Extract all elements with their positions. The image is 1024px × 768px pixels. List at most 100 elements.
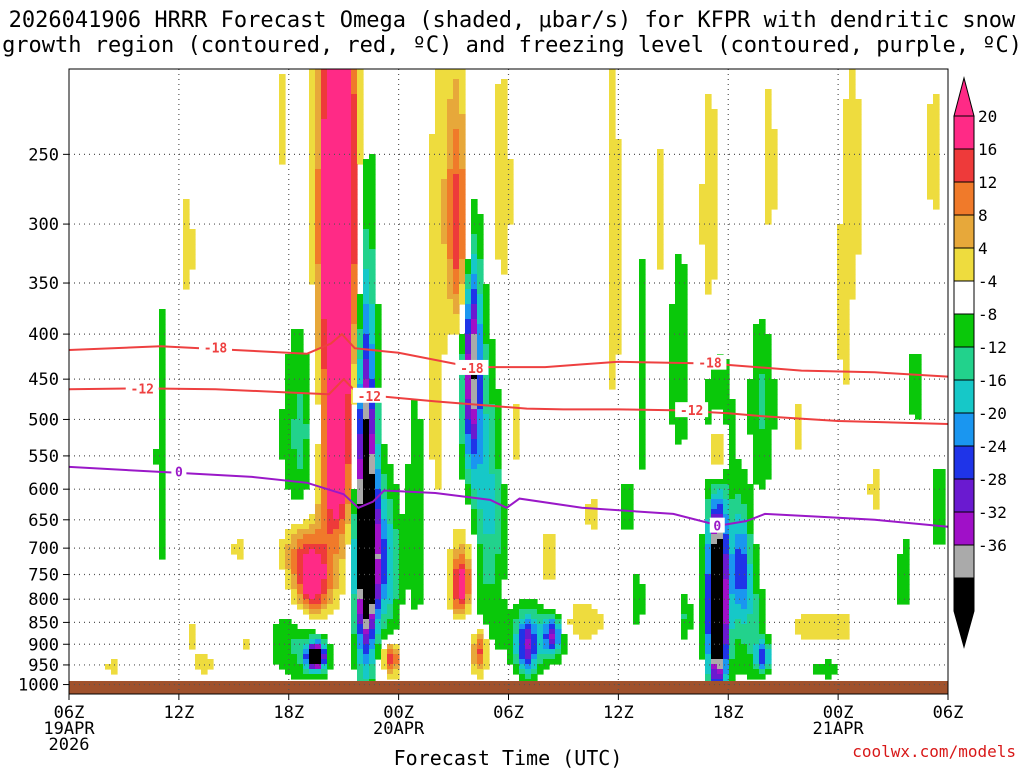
omega-cell	[447, 244, 454, 250]
omega-cell	[381, 469, 394, 475]
omega-cell	[477, 309, 484, 315]
omega-cell	[753, 334, 772, 340]
omega-cell	[543, 629, 550, 635]
omega-cell	[279, 109, 286, 115]
omega-cell	[459, 179, 466, 185]
omega-cell	[315, 324, 322, 330]
omega-cell	[381, 534, 388, 540]
omega-cell	[357, 334, 364, 340]
omega-cell	[489, 459, 496, 465]
omega-cell	[441, 204, 448, 210]
omega-cell	[705, 539, 712, 545]
omega-cell	[405, 484, 424, 490]
omega-cell	[639, 269, 646, 275]
omega-cell	[765, 644, 772, 650]
omega-cell	[411, 589, 424, 595]
omega-cell	[159, 379, 166, 385]
omega-cell	[729, 504, 748, 510]
omega-cell	[489, 434, 496, 440]
omega-cell	[759, 399, 766, 405]
omega-cell	[705, 139, 718, 145]
omega-cell	[609, 99, 616, 105]
omega-cell	[705, 179, 718, 185]
omega-cell	[843, 139, 862, 145]
omega-cell	[351, 204, 358, 210]
contour-label-bg	[199, 339, 232, 355]
omega-cell	[765, 114, 772, 120]
omega-cell	[321, 669, 328, 675]
omega-cell	[159, 489, 166, 495]
omega-cell	[759, 664, 766, 670]
omega-cell	[447, 134, 454, 140]
omega-cell	[669, 349, 688, 355]
omega-cell	[543, 619, 550, 625]
omega-cell	[699, 649, 706, 655]
omega-cell	[285, 469, 310, 475]
omega-cell	[495, 464, 502, 470]
omega-cell	[501, 264, 508, 270]
omega-cell	[429, 139, 448, 145]
omega-cell	[543, 549, 556, 555]
omega-cell	[735, 644, 748, 650]
omega-cell	[621, 484, 634, 490]
omega-cell	[429, 254, 448, 260]
omega-cell	[465, 439, 472, 445]
omega-cell	[933, 529, 946, 535]
omega-cell	[153, 454, 166, 460]
omega-cell	[471, 324, 478, 330]
omega-cell	[495, 524, 502, 530]
omega-cell	[609, 339, 622, 345]
omega-cell	[339, 569, 346, 575]
omega-cell	[927, 164, 940, 170]
omega-cell	[351, 319, 358, 325]
omega-cell	[729, 664, 754, 670]
omega-cell	[465, 394, 472, 400]
omega-cell	[657, 164, 664, 170]
omega-cell	[435, 79, 454, 85]
omega-cell	[453, 89, 460, 95]
omega-cell	[351, 324, 358, 330]
omega-cell	[459, 344, 466, 350]
omega-cell	[315, 399, 322, 405]
omega-cell	[351, 219, 358, 225]
omega-cell	[291, 344, 304, 350]
y-tick-label: 300	[28, 215, 59, 235]
omega-cell	[321, 94, 328, 100]
omega-cell	[459, 474, 466, 480]
omega-cell	[375, 529, 382, 535]
omega-cell	[429, 224, 442, 230]
colorbar-segment	[953, 148, 975, 183]
omega-cell	[453, 159, 460, 165]
omega-cell	[195, 654, 208, 660]
omega-cell	[363, 244, 370, 250]
omega-cell	[333, 579, 340, 585]
omega-cell	[351, 254, 358, 260]
omega-cell	[357, 589, 364, 595]
omega-cell	[459, 574, 466, 580]
omega-cell	[363, 484, 376, 490]
omega-cell	[429, 164, 448, 170]
omega-cell	[315, 319, 322, 325]
omega-cell	[381, 654, 388, 660]
omega-cell	[309, 219, 316, 225]
omega-cell	[447, 124, 466, 130]
omega-cell	[387, 644, 394, 650]
omega-cell	[933, 94, 940, 100]
omega-cell	[717, 664, 724, 670]
omega-cell	[453, 594, 460, 600]
omega-cell	[291, 649, 304, 655]
omega-cell	[669, 309, 688, 315]
omega-cell	[357, 404, 364, 410]
omega-cell	[903, 549, 910, 555]
omega-cell	[351, 614, 358, 620]
omega-cell	[705, 534, 712, 540]
omega-cell	[711, 369, 730, 375]
omega-cell	[711, 549, 724, 555]
omega-cell	[483, 329, 490, 335]
omega-cell	[159, 539, 166, 545]
omega-cell	[765, 169, 778, 175]
omega-cell	[429, 269, 448, 275]
omega-cell	[705, 544, 712, 550]
omega-cell	[477, 594, 502, 600]
omega-cell	[669, 369, 688, 375]
